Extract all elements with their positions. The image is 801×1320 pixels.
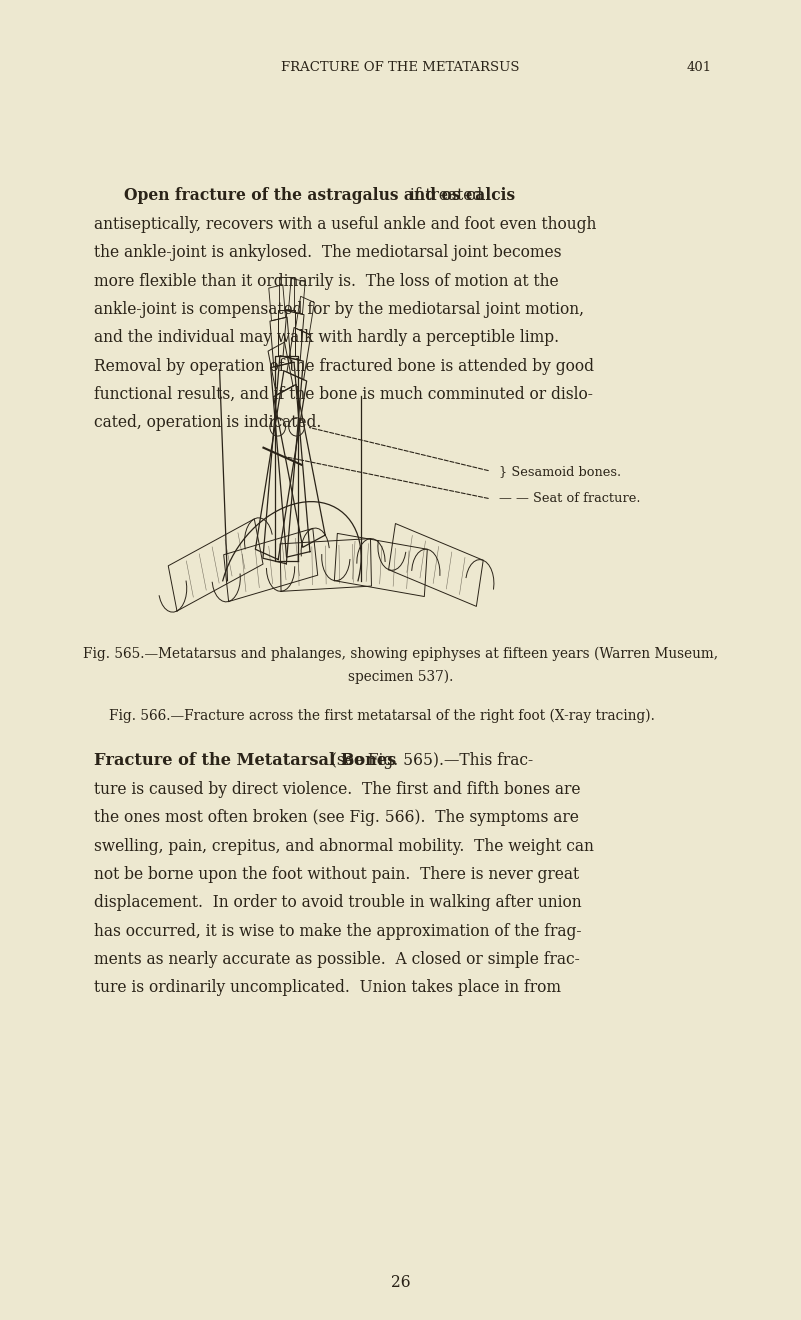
Text: 26: 26 xyxy=(391,1274,410,1291)
Text: the ankle-joint is ankylosed.  The mediotarsal joint becomes: the ankle-joint is ankylosed. The mediot… xyxy=(94,244,562,261)
Text: ture is ordinarily uncomplicated.  Union takes place in from: ture is ordinarily uncomplicated. Union … xyxy=(94,979,561,997)
Text: not be borne upon the foot without pain.  There is never great: not be borne upon the foot without pain.… xyxy=(94,866,579,883)
Text: ments as nearly accurate as possible.  A closed or simple frac-: ments as nearly accurate as possible. A … xyxy=(94,952,579,968)
Text: Fig. 565.—Metatarsus and phalanges, showing epiphyses at fifteen years (Warren M: Fig. 565.—Metatarsus and phalanges, show… xyxy=(83,647,718,661)
Text: if treated: if treated xyxy=(405,187,482,205)
Text: specimen 537).: specimen 537). xyxy=(348,669,453,684)
Text: ture is caused by direct violence.  The first and fifth bones are: ture is caused by direct violence. The f… xyxy=(94,781,580,797)
Text: displacement.  In order to avoid trouble in walking after union: displacement. In order to avoid trouble … xyxy=(94,895,582,911)
Text: FRACTURE OF THE METATARSUS: FRACTURE OF THE METATARSUS xyxy=(281,61,520,74)
Text: — — Seat of fracture.: — — Seat of fracture. xyxy=(499,492,640,506)
Text: swelling, pain, crepitus, and abnormal mobility.  The weight can: swelling, pain, crepitus, and abnormal m… xyxy=(94,838,594,854)
Text: and the individual may walk with hardly a perceptible limp.: and the individual may walk with hardly … xyxy=(94,329,559,346)
Text: Open fracture of the astragalus and os calcis: Open fracture of the astragalus and os c… xyxy=(123,187,515,205)
Text: ankle-joint is compensated for by the mediotarsal joint motion,: ankle-joint is compensated for by the me… xyxy=(94,301,584,318)
Text: cated, operation is indicated.: cated, operation is indicated. xyxy=(94,414,321,432)
Text: Removal by operation of the fractured bone is attended by good: Removal by operation of the fractured bo… xyxy=(94,358,594,375)
Text: Fracture of the Metatarsal Bones: Fracture of the Metatarsal Bones xyxy=(94,752,396,770)
Text: Fig. 566.—Fracture across the first metatarsal of the right foot (X-ray tracing): Fig. 566.—Fracture across the first meta… xyxy=(110,709,655,723)
Text: more flexible than it ordinarily is.  The loss of motion at the: more flexible than it ordinarily is. The… xyxy=(94,272,558,289)
Text: antiseptically, recovers with a useful ankle and foot even though: antiseptically, recovers with a useful a… xyxy=(94,215,596,232)
Text: 401: 401 xyxy=(686,61,711,74)
Text: functional results, and if the bone is much comminuted or dislo-: functional results, and if the bone is m… xyxy=(94,385,593,403)
Text: (see Fig. 565).—This frac-: (see Fig. 565).—This frac- xyxy=(326,752,533,770)
Text: } Sesamoid bones.: } Sesamoid bones. xyxy=(499,465,621,478)
Text: the ones most often broken (see Fig. 566).  The symptoms are: the ones most often broken (see Fig. 566… xyxy=(94,809,578,826)
Text: has occurred, it is wise to make the approximation of the frag-: has occurred, it is wise to make the app… xyxy=(94,923,582,940)
